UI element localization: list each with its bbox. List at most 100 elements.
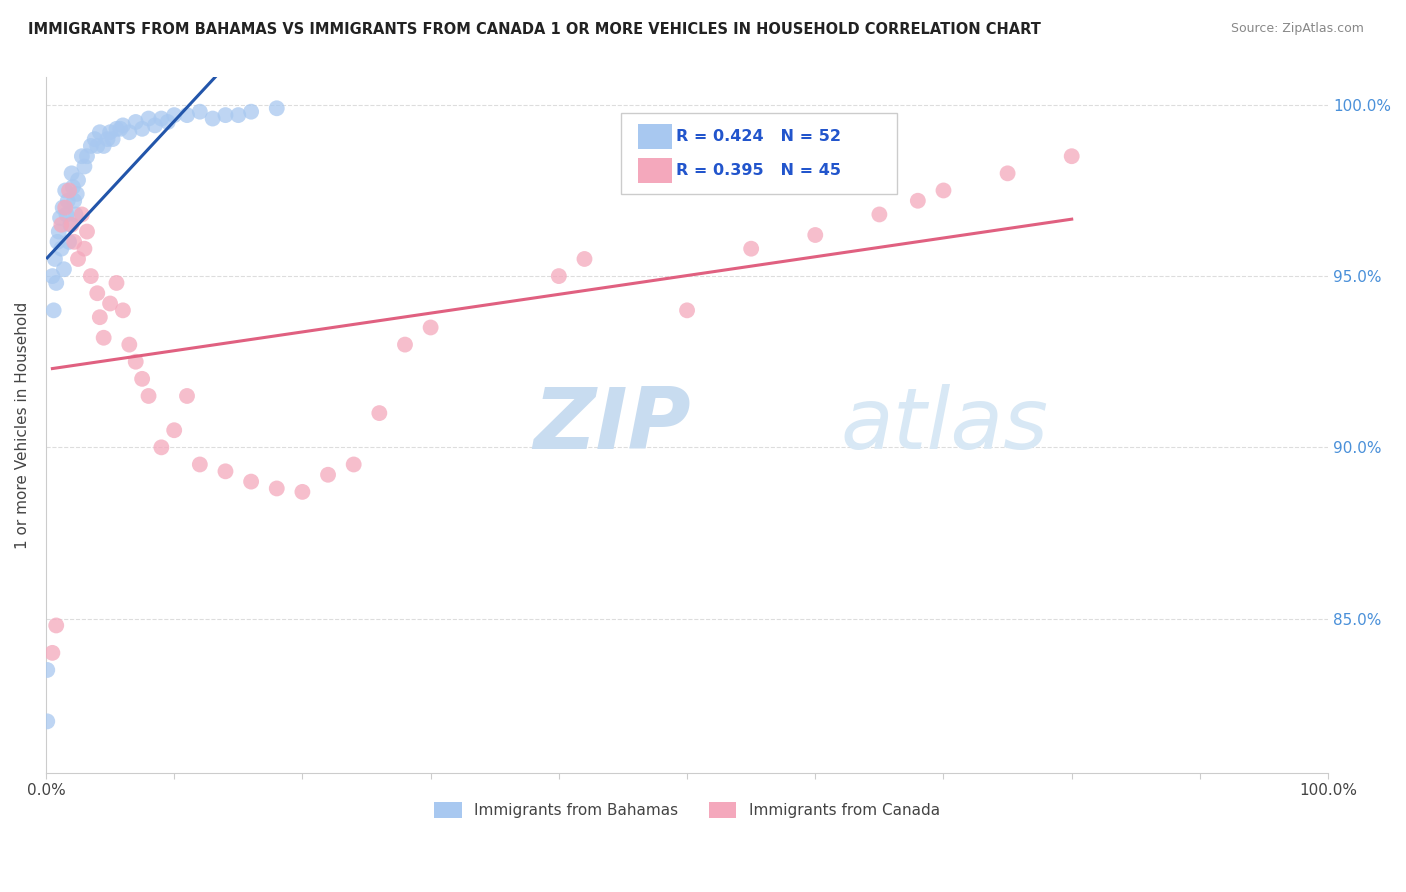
Point bbox=[868, 207, 890, 221]
Point bbox=[676, 303, 699, 318]
Point bbox=[907, 194, 929, 208]
Point bbox=[86, 286, 108, 301]
Point bbox=[997, 166, 1019, 180]
Point bbox=[56, 194, 79, 208]
Point bbox=[66, 186, 89, 201]
Point bbox=[73, 160, 96, 174]
Point bbox=[89, 125, 111, 139]
Point bbox=[63, 235, 86, 249]
Point bbox=[53, 184, 76, 198]
Point bbox=[41, 646, 63, 660]
Point bbox=[66, 252, 89, 266]
Point bbox=[62, 180, 84, 194]
Text: ZIP: ZIP bbox=[533, 384, 690, 467]
Text: atlas: atlas bbox=[841, 384, 1049, 467]
Point bbox=[111, 119, 134, 133]
Point bbox=[93, 331, 115, 345]
Point bbox=[63, 194, 86, 208]
Point bbox=[240, 104, 263, 119]
Point bbox=[55, 207, 77, 221]
Point bbox=[59, 218, 82, 232]
Point bbox=[76, 149, 98, 163]
Point bbox=[49, 211, 72, 225]
Point bbox=[45, 618, 67, 632]
Point bbox=[37, 714, 59, 729]
Point bbox=[266, 482, 288, 496]
Legend: Immigrants from Bahamas, Immigrants from Canada: Immigrants from Bahamas, Immigrants from… bbox=[429, 796, 946, 824]
Point bbox=[70, 149, 93, 163]
Point bbox=[60, 166, 83, 180]
Point bbox=[58, 235, 80, 249]
Point bbox=[316, 467, 339, 482]
Point bbox=[80, 139, 103, 153]
Point bbox=[44, 252, 66, 266]
Point bbox=[98, 296, 121, 310]
Point bbox=[93, 139, 115, 153]
Y-axis label: 1 or more Vehicles in Household: 1 or more Vehicles in Household bbox=[15, 301, 30, 549]
Point bbox=[118, 337, 141, 351]
Point bbox=[65, 207, 87, 221]
Point bbox=[86, 139, 108, 153]
Point bbox=[41, 269, 63, 284]
Point bbox=[188, 458, 211, 472]
Point bbox=[1060, 149, 1083, 163]
Point bbox=[143, 119, 166, 133]
Point bbox=[394, 337, 416, 351]
Point bbox=[45, 276, 67, 290]
Point bbox=[60, 218, 83, 232]
Point bbox=[125, 355, 148, 369]
Point bbox=[53, 201, 76, 215]
Point bbox=[110, 121, 132, 136]
Point bbox=[83, 132, 105, 146]
Point bbox=[96, 132, 118, 146]
Point bbox=[740, 242, 762, 256]
Point bbox=[118, 125, 141, 139]
Point bbox=[201, 112, 224, 126]
Point bbox=[804, 227, 827, 242]
Point bbox=[932, 184, 955, 198]
Point bbox=[291, 484, 314, 499]
Point bbox=[574, 252, 596, 266]
Point bbox=[37, 663, 59, 677]
Point bbox=[98, 125, 121, 139]
Point bbox=[547, 269, 569, 284]
Point bbox=[105, 276, 128, 290]
Point bbox=[76, 225, 98, 239]
Point bbox=[156, 115, 179, 129]
Point bbox=[46, 235, 69, 249]
Point bbox=[214, 108, 236, 122]
Point bbox=[42, 303, 65, 318]
Point bbox=[125, 115, 148, 129]
Point bbox=[73, 242, 96, 256]
Point bbox=[419, 320, 441, 334]
Point bbox=[58, 184, 80, 198]
Point bbox=[150, 441, 173, 455]
Point bbox=[240, 475, 263, 489]
Point bbox=[89, 310, 111, 325]
Point bbox=[111, 303, 134, 318]
Point bbox=[343, 458, 366, 472]
Point bbox=[266, 101, 288, 115]
Point bbox=[101, 132, 124, 146]
Point bbox=[80, 269, 103, 284]
Point bbox=[51, 242, 73, 256]
Point bbox=[163, 108, 186, 122]
Point bbox=[214, 464, 236, 478]
Point bbox=[138, 112, 160, 126]
Text: R = 0.424   N = 52: R = 0.424 N = 52 bbox=[676, 128, 841, 144]
Point bbox=[138, 389, 160, 403]
Text: IMMIGRANTS FROM BAHAMAS VS IMMIGRANTS FROM CANADA 1 OR MORE VEHICLES IN HOUSEHOL: IMMIGRANTS FROM BAHAMAS VS IMMIGRANTS FR… bbox=[28, 22, 1040, 37]
Text: R = 0.395   N = 45: R = 0.395 N = 45 bbox=[676, 163, 841, 178]
Point bbox=[51, 218, 73, 232]
Point bbox=[105, 121, 128, 136]
Point bbox=[66, 173, 89, 187]
Point bbox=[150, 112, 173, 126]
Point bbox=[70, 207, 93, 221]
Point bbox=[176, 108, 198, 122]
Point bbox=[131, 121, 153, 136]
Point bbox=[176, 389, 198, 403]
Point bbox=[131, 372, 153, 386]
Point bbox=[368, 406, 391, 420]
Point bbox=[226, 108, 249, 122]
Point bbox=[48, 225, 70, 239]
